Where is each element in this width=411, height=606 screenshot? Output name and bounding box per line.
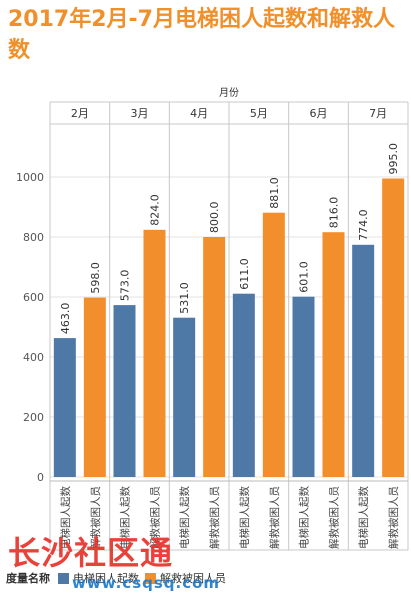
legend-swatch-series-1	[58, 572, 69, 584]
chart-title: 2017年2月-7月电梯困人起数和解救人数	[8, 7, 395, 63]
data-label-series-1-2: 531.0	[178, 282, 191, 314]
data-label-series-2-4: 816.0	[328, 197, 341, 229]
x-series-label-2-4: 解救被困人员	[328, 486, 341, 549]
y-tick-label-3: 600	[23, 291, 44, 304]
data-label-series-2-2: 800.0	[208, 202, 221, 234]
y-tick-label-5: 1000	[16, 171, 44, 184]
y-tick-label-2: 400	[23, 351, 44, 364]
x-series-label-1-3: 电梯困人起数	[238, 486, 251, 549]
y-tick-label-4: 800	[23, 231, 44, 244]
x-series-label-1-5: 电梯困人起数	[357, 486, 370, 549]
data-label-series-2-0: 598.0	[89, 262, 102, 294]
bar-series-1-1	[113, 305, 136, 477]
data-label-series-1-1: 573.0	[119, 270, 132, 302]
x-series-label-2-1: 解救被困人员	[149, 486, 162, 549]
bar-series-2-3	[262, 212, 285, 477]
data-label-series-1-5: 774.0	[357, 209, 370, 241]
category-label-4: 6月	[310, 107, 328, 120]
data-label-series-2-3: 881.0	[268, 177, 281, 209]
legend-title: 度量名称	[6, 572, 50, 585]
watermark-logo: 长沙社区通	[8, 534, 174, 572]
legend-item-series-2[interactable]: 解救被困人员	[145, 570, 226, 586]
bar-series-1-3	[232, 293, 255, 477]
bar-series-2-1	[143, 229, 166, 477]
watermark-url: www.csqsq.com	[72, 574, 221, 592]
x-series-label-2-2: 解救被困人员	[208, 486, 221, 549]
column-header: 月份	[219, 87, 239, 99]
data-label-series-1-3: 611.0	[238, 258, 251, 290]
category-label-0: 2月	[71, 107, 89, 120]
bar-series-1-5	[352, 244, 375, 477]
x-series-label-2-5: 解救被困人员	[387, 486, 400, 549]
legend-swatch-series-2	[145, 572, 156, 584]
category-label-3: 5月	[250, 107, 268, 120]
x-series-label-2-3: 解救被困人员	[268, 486, 281, 549]
bar-series-2-5	[382, 178, 405, 477]
y-tick-label-1: 200	[23, 411, 44, 424]
bar-series-1-2	[173, 317, 196, 477]
legend-item-series-1[interactable]: 电梯困人起数	[58, 570, 139, 586]
y-tick-label-0: 0	[37, 471, 44, 484]
x-series-label-2-0: 解救被困人员	[89, 486, 102, 549]
data-label-series-1-0: 463.0	[59, 303, 72, 335]
data-label-series-2-5: 995.0	[387, 143, 400, 175]
category-label-5: 7月	[369, 107, 387, 120]
data-label-series-1-4: 601.0	[298, 261, 311, 293]
category-label-1: 3月	[131, 107, 149, 120]
x-series-label-1-0: 电梯困人起数	[59, 486, 72, 549]
legend-label-series-2: 解救被困人员	[160, 572, 226, 585]
category-label-2: 4月	[190, 107, 208, 120]
bar-series-2-0	[83, 297, 106, 477]
bar-series-1-4	[292, 296, 315, 477]
bar-series-2-4	[322, 232, 345, 477]
bar-series-2-2	[203, 237, 226, 477]
legend: 度量名称 电梯困人起数 解救被困人员	[6, 567, 406, 589]
x-series-label-1-2: 电梯困人起数	[178, 486, 191, 549]
x-series-label-1-1: 电梯困人起数	[119, 486, 132, 549]
data-label-series-2-1: 824.0	[149, 194, 162, 226]
x-series-label-1-4: 电梯困人起数	[298, 486, 311, 549]
legend-label-series-1: 电梯困人起数	[73, 572, 139, 585]
bar-series-1-0	[53, 338, 76, 477]
